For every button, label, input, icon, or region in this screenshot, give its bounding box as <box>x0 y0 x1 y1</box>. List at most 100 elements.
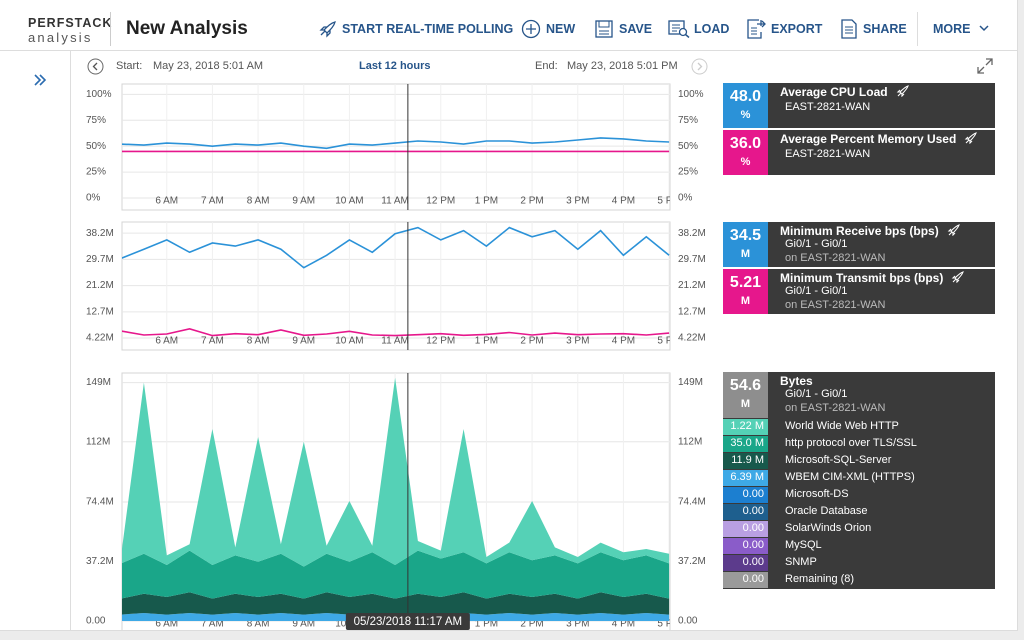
legend-interface: Gi0/1 - Gi0/1 <box>785 388 848 400</box>
action-save[interactable]: SAVE <box>619 22 653 36</box>
legend-name: Microsoft-DS <box>785 488 849 500</box>
time-range[interactable]: Last 12 hours <box>359 60 431 72</box>
legend-unit: % <box>740 109 751 121</box>
start-time: May 23, 2018 5:01 AM <box>153 60 264 72</box>
x-tick-label: 12 PM <box>426 336 455 347</box>
cursor-label-box <box>345 613 470 630</box>
y-tick-label: 100% <box>86 89 112 100</box>
legend-name: Microsoft-SQL-Server <box>785 454 892 466</box>
legend-unit: M <box>740 295 751 307</box>
legend-name: SolarWinds Orion <box>785 522 872 534</box>
legend-name: Average CPU Load <box>780 85 909 99</box>
legend-current: 36.0 <box>729 135 762 152</box>
y-tick-label: 4.22M <box>86 333 114 344</box>
legend-interface: Gi0/1 - Gi0/1 <box>785 238 848 250</box>
legend-current: 1.22 M <box>730 420 764 432</box>
legend-panel: 54.6 M Bytes Gi0/1 - Gi0/1 on EAST-2821-WAN 1… <box>723 372 995 589</box>
x-tick-label: 8 AM <box>247 336 270 347</box>
action-load[interactable]: LOAD <box>694 22 730 36</box>
action-export[interactable]: EXPORT <box>771 22 823 36</box>
action-new[interactable]: NEW <box>546 22 576 36</box>
legend-swatch: 11.9 M <box>723 453 768 469</box>
x-tick-label: 7 AM <box>201 619 224 630</box>
rocket-icon[interactable] <box>896 85 909 98</box>
x-tick-label: 11 AM <box>381 196 409 207</box>
expand-icon[interactable] <box>977 58 993 74</box>
legend-name: SNMP <box>785 556 817 568</box>
legend-name: Oracle Database <box>785 505 868 517</box>
legend-swatch: 0.00 <box>723 538 768 554</box>
y-tick-label: 50% <box>86 141 106 152</box>
series-line <box>122 137 670 150</box>
x-tick-label: 7 AM <box>201 336 224 347</box>
x-tick-label: 4 PM <box>612 196 635 207</box>
page-title: New Analysis <box>126 18 248 39</box>
y2-tick-label: 112M <box>678 436 702 447</box>
legend-node: EAST-2821-WAN <box>785 101 871 113</box>
series-area <box>122 592 670 615</box>
y2-tick-label: 149M <box>678 377 703 388</box>
legend-name: http protocol over TLS/SSL <box>785 437 917 449</box>
y2-tick-label: 4.22M <box>678 333 706 344</box>
rocket-icon[interactable] <box>947 224 960 237</box>
y-tick-label: 112M <box>86 436 110 447</box>
x-tick-label: 8 AM <box>247 619 270 630</box>
cursor-label: 05/23/2018 11:17 AM <box>354 616 463 628</box>
divider <box>110 12 111 46</box>
legend-name: Remaining (8) <box>785 573 855 585</box>
y2-tick-label: 29.7M <box>678 254 706 265</box>
y2-tick-label: 74.4M <box>678 497 706 508</box>
action-polling[interactable]: START REAL-TIME POLLING <box>342 22 514 36</box>
legend-value-box: 48.0% <box>723 83 768 128</box>
series-line <box>122 327 670 337</box>
time-forward-button[interactable] <box>691 58 708 75</box>
legend-row: 34.5 M Minimum Receive bps (bps) Gi0/1 - Gi… <box>723 222 995 267</box>
legend-value-box: 34.5 M <box>723 222 768 267</box>
plot: 6 AM 7 AM 8 AM 9 AM 10 AM 11 AM 12 PM 1 PM 2 PM 3… <box>122 84 670 207</box>
legend-swatch: 1.22 M <box>723 419 768 435</box>
x-tick-label: 6 AM <box>155 619 178 630</box>
y-tick-label: 21.2M <box>86 280 114 291</box>
brand: PERFSTACK <box>28 16 113 30</box>
legend-swatch: 0.00 <box>723 504 768 520</box>
action-share[interactable]: SHARE <box>863 22 907 36</box>
x-tick-label: 9 AM <box>292 619 315 630</box>
rocket-icon <box>319 21 336 38</box>
series-area <box>122 550 670 599</box>
legend-current: 6.39 M <box>730 471 764 483</box>
legend-unit: % <box>740 156 751 168</box>
export-icon <box>747 19 766 39</box>
rocket-icon[interactable] <box>964 132 978 145</box>
y2-tick-label: 25% <box>678 167 698 178</box>
action-more[interactable]: MORE <box>933 22 971 36</box>
legend-name: Minimum Receive bps (bps) <box>780 224 960 238</box>
sidebar-rule <box>70 51 71 630</box>
legend-node: EAST-2821-WAN <box>785 148 871 160</box>
legend-swatch: 35.0 M <box>723 436 768 452</box>
start-label: Start: <box>116 60 143 72</box>
series-line <box>122 226 670 269</box>
legend-unit: M <box>740 248 751 260</box>
legend-current: 0.00 <box>742 522 764 534</box>
legend-node: on EAST-2821-WAN <box>785 252 886 264</box>
y2-tick-label: 0% <box>678 193 693 204</box>
legend-name: World Wide Web HTTP <box>785 420 899 432</box>
more-chevron <box>979 25 989 32</box>
legend-swatch: 0.00 <box>723 572 768 588</box>
divider <box>917 12 918 46</box>
legend-swatch: 0.00 <box>723 521 768 537</box>
legend-current: 5.21 <box>729 274 762 291</box>
time-back-button[interactable] <box>87 58 104 75</box>
y-tick-label: 25% <box>86 167 106 178</box>
new-icon <box>521 19 541 39</box>
legend-current: 0.00 <box>742 539 764 551</box>
sidebar-expand-icon[interactable] <box>33 74 47 86</box>
rocket-icon[interactable] <box>951 271 965 284</box>
legend-value-box: 36.0% <box>723 130 768 175</box>
x-tick-label: 1 PM <box>475 336 498 347</box>
save-icon <box>595 20 613 38</box>
legend-current: 48.0 <box>729 88 762 105</box>
legend-name: MySQL <box>785 539 822 551</box>
y2-tick-label: 0.00 <box>678 616 698 627</box>
y2-tick-label: 38.2M <box>678 228 706 239</box>
